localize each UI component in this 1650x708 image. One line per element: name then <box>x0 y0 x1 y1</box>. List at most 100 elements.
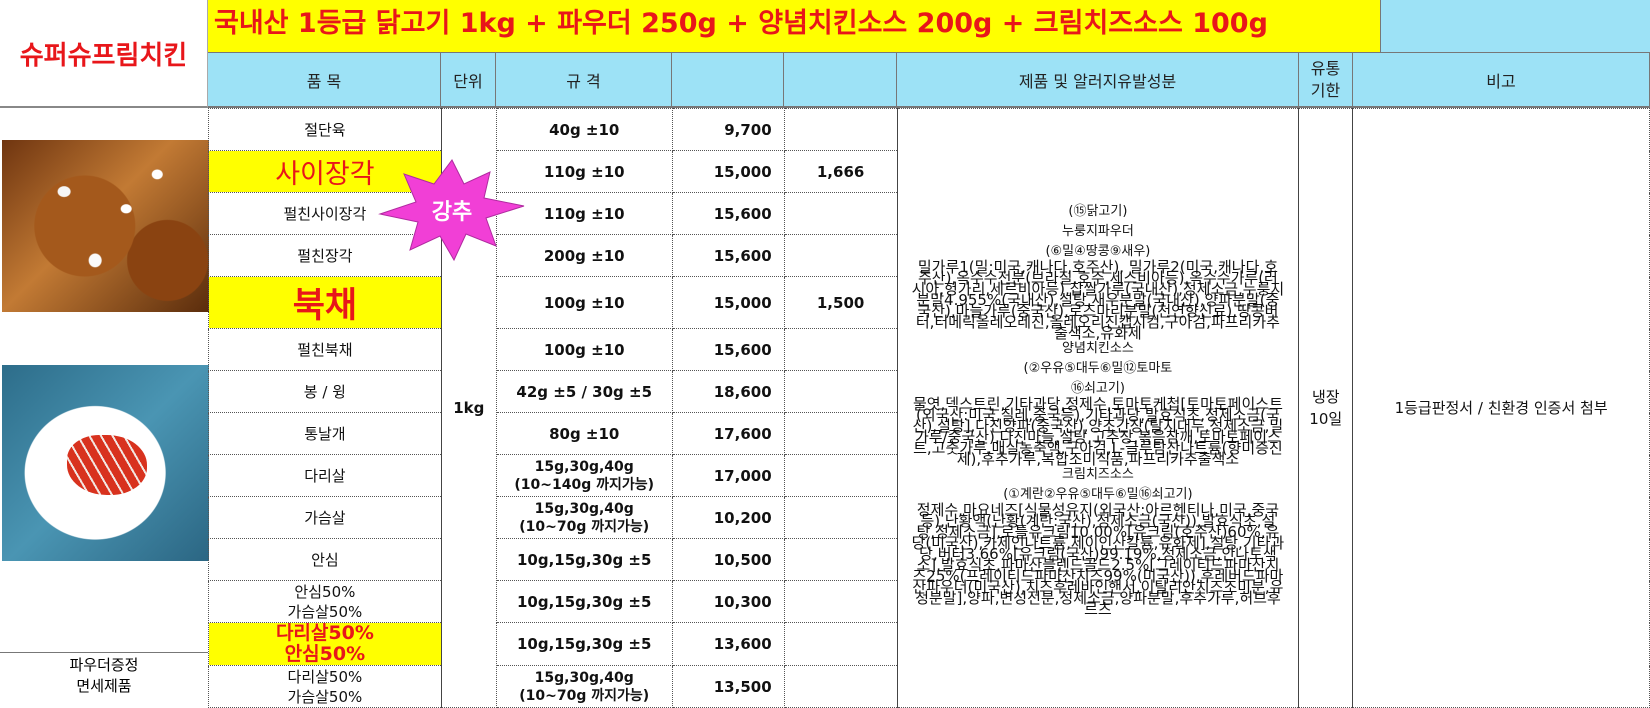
table-row: 펄친사이장각 110g ±10 15,600 <box>208 192 1650 235</box>
item-spec: 100g ±10 <box>495 276 673 329</box>
item-unit-price <box>783 108 898 151</box>
item-price: 13,600 <box>671 622 785 666</box>
header-item: 품 목 <box>208 52 441 108</box>
table-row: 사이장각 110g ±10 15,000 1,666 <box>208 150 1650 193</box>
item-unit-price <box>783 370 898 413</box>
item-price: 15,600 <box>671 234 785 277</box>
item-price: 15,600 <box>671 192 785 235</box>
item-unit-price <box>783 234 898 277</box>
item-name: 펄친장각 <box>208 234 442 277</box>
item-unit-price <box>783 328 898 371</box>
table-row: 가슴살 15g,30g,40g (10~70g 까지가능) 10,200 <box>208 496 1650 539</box>
info-chicken-allergen: (⑮닭고기) <box>1068 203 1128 219</box>
item-unit-price <box>783 665 898 708</box>
item-price: 18,600 <box>671 370 785 413</box>
item-price: 10,300 <box>671 580 785 623</box>
item-name-line1: 다리살50% <box>287 667 363 686</box>
item-name: 가슴살 <box>208 496 442 539</box>
item-unit-price: 1,500 <box>783 276 898 329</box>
info-sauce-allergen: (②우유⑤대두⑥밀⑫토마토 <box>1023 360 1173 376</box>
item-spec: 40g ±10 <box>495 108 673 151</box>
footer-line2: 면세제품 <box>76 676 132 695</box>
table-row: 북채 100g ±10 15,000 1,500 <box>208 276 1650 329</box>
header-unit-price <box>784 52 897 108</box>
brand-title: 슈퍼슈프림치킨 <box>0 0 208 108</box>
item-price: 15,600 <box>671 328 785 371</box>
info-sauce-title: 양념치킨소스 <box>1062 340 1134 356</box>
expiry-cell: 냉장 10일 <box>1298 108 1354 708</box>
item-spec: 15g,30g,40g (10~140g 까지가능) <box>495 454 673 497</box>
item-spec: 42g ±5 / 30g ±5 <box>495 370 673 413</box>
item-price: 15,000 <box>671 150 785 193</box>
item-price: 17,600 <box>671 412 785 455</box>
item-name: 다리살50% 안심50% <box>208 622 442 666</box>
item-name-line2: 가슴살50% <box>287 687 363 706</box>
header-expiry-line1: 유통 <box>1310 58 1341 78</box>
item-price: 9,700 <box>671 108 785 151</box>
item-spec: 15g,30g,40g (10~70g 까지가능) <box>495 665 673 708</box>
info-powder-title: 누룽지파우더 <box>1062 223 1134 239</box>
item-unit-price <box>783 496 898 539</box>
item-spec: 10g,15g,30g ±5 <box>495 538 673 581</box>
item-unit-price: 1,666 <box>783 150 898 193</box>
header-spec: 규 격 <box>496 52 672 108</box>
chicken-photo-1 <box>2 140 209 312</box>
item-name-line1: 안심50% <box>294 582 356 601</box>
info-sauce-allergen-2: ⑯쇠고기) <box>1070 380 1125 396</box>
table-row: 통날개 80g ±10 17,600 <box>208 412 1650 455</box>
price-table: 절단육 1kg 40g ±10 9,700 (⑮닭고기) 누룽지파우더 (⑥밀④… <box>208 108 1650 708</box>
item-spec: 15g,30g,40g (10~70g 까지가능) <box>495 496 673 539</box>
item-unit-price <box>783 412 898 455</box>
item-spec-line2: (10~70g 까지가능) <box>519 518 650 535</box>
header-expiry: 유통 기한 <box>1299 52 1353 108</box>
item-name-line2: 가슴살50% <box>287 602 363 621</box>
info-cream-ingredients: 정제수,마요네즈[식물성유지(외국산:아르헨티나,미국,중국등),난황액(난황(… <box>911 500 1285 618</box>
item-name: 사이장각 <box>208 150 442 193</box>
item-spec: 10g,15g,30g ±5 <box>495 622 673 666</box>
header-info: 제품 및 알러지유발성분 <box>897 52 1299 108</box>
item-unit-price <box>783 580 898 623</box>
header-price <box>672 52 784 108</box>
item-spec-line1: 15g,30g,40g <box>534 500 634 517</box>
item-name: 안심50% 가슴살50% <box>208 580 442 623</box>
item-name-line2: 안심50% <box>284 643 366 665</box>
item-spec-line2: (10~70g 까지가능) <box>519 687 650 704</box>
item-name: 다리살 <box>208 454 442 497</box>
item-name: 봉 / 윙 <box>208 370 442 413</box>
item-spec: 200g ±10 <box>495 234 673 277</box>
info-cream-title: 크림치즈소스 <box>1062 466 1134 482</box>
item-name-line1: 다리살50% <box>275 622 374 644</box>
item-price: 17,000 <box>671 454 785 497</box>
table-row: 절단육 1kg 40g ±10 9,700 (⑮닭고기) 누룽지파우더 (⑥밀④… <box>208 108 1650 708</box>
item-price: 10,500 <box>671 538 785 581</box>
item-name: 통날개 <box>208 412 442 455</box>
item-spec-line1: 15g,30g,40g <box>534 669 634 686</box>
info-cream-allergen: (①계란②우유⑤대두⑥밀⑯쇠고기) <box>1003 486 1193 502</box>
recommend-badge-text: 강추 <box>431 200 473 225</box>
table-row: 펄친북채 100g ±10 15,600 <box>208 328 1650 371</box>
header-remarks: 비고 <box>1353 52 1650 108</box>
table-row: 다리살50% 안심50% 10g,15g,30g ±5 13,600 <box>208 622 1650 666</box>
item-spec: 10g,15g,30g ±5 <box>495 580 673 623</box>
table-row: 안심 10g,15g,30g ±5 10,500 <box>208 538 1650 581</box>
remarks-cell: 1등급판정서 / 친환경 인증서 첨부 <box>1352 108 1650 708</box>
info-powder-allergen: (⑥밀④땅콩⑨새우) <box>1045 243 1151 259</box>
item-name: 펄친북채 <box>208 328 442 371</box>
item-name: 절단육 <box>208 108 442 151</box>
header-expiry-line2: 기한 <box>1310 80 1341 100</box>
chicken-photo-2 <box>2 365 209 561</box>
expiry-line2: 10일 <box>1309 410 1343 428</box>
item-unit-price <box>783 192 898 235</box>
product-banner: 국내산 1등급 닭고기 1kg + 파우더 250g + 양념치킨소스 200g… <box>208 0 1380 52</box>
table-row: 봉 / 윙 42g ±5 / 30g ±5 18,600 <box>208 370 1650 413</box>
item-spec-line2: (10~140g 까지가능) <box>514 476 655 493</box>
expiry-line1: 냉장 <box>1311 388 1340 406</box>
item-spec: 110g ±10 <box>495 150 673 193</box>
item-unit-price <box>783 538 898 581</box>
recommend-starburst <box>378 159 525 262</box>
item-name: 안심 <box>208 538 442 581</box>
item-price: 10,200 <box>671 496 785 539</box>
item-spec-line1: 15g,30g,40g <box>534 458 634 475</box>
info-sauce-ingredients: 물엿,덱스트린,기타과당,정제수,토마토케첩[토마토페이스트(외국산:미국,칠레… <box>912 394 1284 468</box>
item-name: 다리살50% 가슴살50% <box>208 665 442 708</box>
